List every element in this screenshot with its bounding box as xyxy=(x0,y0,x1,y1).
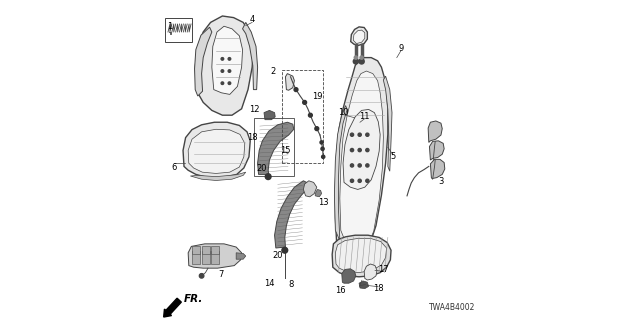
Text: 13: 13 xyxy=(318,198,328,207)
Circle shape xyxy=(358,148,362,152)
Text: 19: 19 xyxy=(312,92,323,101)
Bar xyxy=(211,251,219,264)
Polygon shape xyxy=(195,16,253,115)
Polygon shape xyxy=(383,76,392,171)
Text: 17: 17 xyxy=(378,265,388,274)
Text: 5: 5 xyxy=(390,152,396,161)
Circle shape xyxy=(266,174,271,180)
Text: TWA4B4002: TWA4B4002 xyxy=(429,303,475,312)
Text: 9: 9 xyxy=(398,44,403,53)
Text: 14: 14 xyxy=(264,279,275,288)
Circle shape xyxy=(320,141,323,144)
Polygon shape xyxy=(243,22,258,90)
Circle shape xyxy=(321,155,325,158)
Polygon shape xyxy=(275,181,308,248)
Polygon shape xyxy=(335,238,387,273)
Circle shape xyxy=(366,133,369,136)
Polygon shape xyxy=(264,110,275,120)
Bar xyxy=(211,246,219,254)
Text: 18: 18 xyxy=(373,284,383,293)
Bar xyxy=(254,118,294,176)
Text: 2: 2 xyxy=(270,67,275,76)
FancyArrow shape xyxy=(164,298,181,317)
Bar xyxy=(202,251,210,264)
Polygon shape xyxy=(236,253,246,259)
Bar xyxy=(165,18,192,42)
Circle shape xyxy=(200,274,204,278)
Circle shape xyxy=(366,148,369,152)
Circle shape xyxy=(221,70,224,72)
Circle shape xyxy=(360,56,364,59)
Circle shape xyxy=(358,164,362,167)
Polygon shape xyxy=(429,141,444,160)
Bar xyxy=(192,251,200,264)
Bar xyxy=(202,246,210,254)
Text: 3: 3 xyxy=(438,177,444,186)
Text: 16: 16 xyxy=(335,286,346,295)
Text: 18: 18 xyxy=(247,133,257,142)
Circle shape xyxy=(351,164,354,167)
Circle shape xyxy=(315,127,319,131)
Polygon shape xyxy=(188,129,245,173)
Polygon shape xyxy=(342,269,356,283)
Circle shape xyxy=(358,179,362,182)
Text: 15: 15 xyxy=(280,146,291,155)
Polygon shape xyxy=(188,244,242,268)
Circle shape xyxy=(294,88,298,92)
Circle shape xyxy=(228,70,231,72)
Text: 6: 6 xyxy=(172,163,177,172)
Polygon shape xyxy=(315,189,322,197)
Circle shape xyxy=(355,56,358,59)
Circle shape xyxy=(303,100,307,104)
Polygon shape xyxy=(211,19,245,96)
Polygon shape xyxy=(353,30,365,44)
Circle shape xyxy=(351,133,354,136)
Circle shape xyxy=(228,58,231,60)
Polygon shape xyxy=(351,27,367,45)
Text: 20: 20 xyxy=(257,164,267,173)
Polygon shape xyxy=(258,122,294,174)
Circle shape xyxy=(351,179,354,182)
Circle shape xyxy=(228,82,231,84)
Circle shape xyxy=(351,148,354,152)
Circle shape xyxy=(366,179,369,182)
Circle shape xyxy=(366,164,369,167)
Text: 10: 10 xyxy=(338,108,348,117)
Bar xyxy=(282,70,323,163)
Text: 11: 11 xyxy=(359,112,369,121)
Polygon shape xyxy=(364,264,377,280)
Text: 7: 7 xyxy=(219,270,224,279)
Circle shape xyxy=(358,133,362,136)
Polygon shape xyxy=(332,235,391,277)
Circle shape xyxy=(221,82,224,84)
Polygon shape xyxy=(359,281,369,289)
Circle shape xyxy=(359,59,364,64)
Polygon shape xyxy=(340,71,383,250)
Text: 20: 20 xyxy=(273,252,283,260)
Polygon shape xyxy=(335,58,388,253)
Polygon shape xyxy=(285,74,294,90)
Polygon shape xyxy=(343,109,380,189)
Polygon shape xyxy=(183,122,250,178)
Circle shape xyxy=(308,113,312,117)
Text: 1: 1 xyxy=(167,22,172,31)
Polygon shape xyxy=(195,27,212,96)
Text: 12: 12 xyxy=(250,105,260,114)
Polygon shape xyxy=(430,159,445,179)
Polygon shape xyxy=(303,181,317,197)
Circle shape xyxy=(321,147,324,150)
Text: 8: 8 xyxy=(289,280,294,289)
Polygon shape xyxy=(428,121,442,142)
Circle shape xyxy=(353,59,358,64)
Polygon shape xyxy=(191,172,246,180)
Circle shape xyxy=(221,58,224,60)
Bar xyxy=(192,246,200,254)
Text: 4: 4 xyxy=(250,15,255,24)
Circle shape xyxy=(282,247,288,253)
Polygon shape xyxy=(334,106,347,241)
Polygon shape xyxy=(212,26,243,94)
Text: FR.: FR. xyxy=(184,294,204,304)
